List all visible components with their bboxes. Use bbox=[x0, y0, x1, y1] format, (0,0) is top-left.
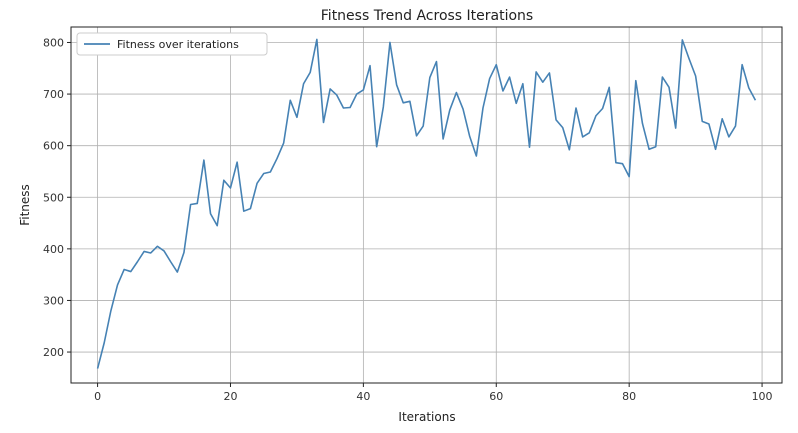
series-line-fitness bbox=[96, 38, 757, 369]
plot-frame bbox=[70, 26, 783, 384]
x-tick-label: 40 bbox=[356, 390, 370, 403]
grid-layer bbox=[71, 27, 782, 383]
x-tick-label: 100 bbox=[752, 390, 773, 403]
y-tick-label: 600 bbox=[43, 140, 64, 153]
y-tick-label: 500 bbox=[43, 191, 64, 204]
x-tick-label: 80 bbox=[622, 390, 636, 403]
tick-layer: 0 20 40 60 80 100 200 300 400 500 600 700 800 bbox=[43, 36, 773, 403]
x-axis-label: Iterations bbox=[398, 410, 455, 424]
y-tick-label: 200 bbox=[43, 346, 64, 359]
y-tick-label: 400 bbox=[43, 243, 64, 256]
legend: Fitness over iterations bbox=[76, 32, 268, 56]
y-tick-label: 700 bbox=[43, 88, 64, 101]
x-tick-label: 0 bbox=[94, 390, 101, 403]
x-tick-label: 20 bbox=[223, 390, 237, 403]
y-tick-label: 800 bbox=[43, 36, 64, 49]
y-tick-label: 300 bbox=[43, 294, 64, 307]
chart-title: Fitness Trend Across Iterations bbox=[321, 8, 533, 24]
y-axis-label: Fitness bbox=[18, 184, 32, 226]
legend-entry-label: Fitness over iterations bbox=[117, 38, 239, 51]
x-tick-label: 60 bbox=[489, 390, 503, 403]
legend-box bbox=[76, 32, 268, 56]
series-layer bbox=[96, 38, 757, 369]
